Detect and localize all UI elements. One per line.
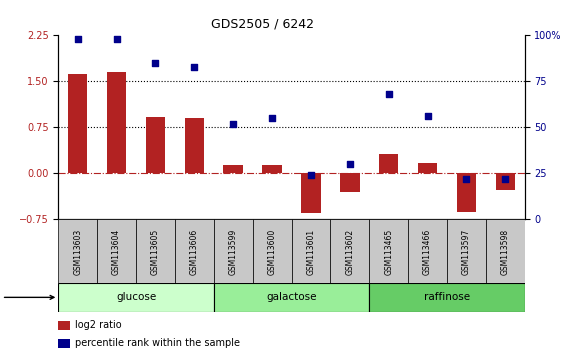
Bar <box>301 173 321 213</box>
Text: growth protocol: growth protocol <box>0 292 54 302</box>
Bar <box>418 163 437 173</box>
Text: GSM113597: GSM113597 <box>462 229 471 275</box>
Point <box>501 176 510 182</box>
Text: GSM113603: GSM113603 <box>73 229 82 275</box>
Text: GSM113602: GSM113602 <box>345 229 354 275</box>
Point <box>229 121 238 127</box>
Bar <box>369 219 408 283</box>
Bar <box>185 118 204 173</box>
Bar <box>68 74 87 173</box>
Point <box>345 161 354 167</box>
Bar <box>107 72 127 173</box>
Bar <box>58 283 214 312</box>
Text: GSM113606: GSM113606 <box>190 229 199 275</box>
Text: GDS2505 / 6242: GDS2505 / 6242 <box>211 18 314 31</box>
Bar <box>496 173 515 190</box>
Bar <box>369 283 525 312</box>
Point <box>268 115 277 121</box>
Text: GSM113604: GSM113604 <box>112 229 121 275</box>
Point <box>384 91 394 97</box>
Bar <box>331 219 369 283</box>
Text: GSM113601: GSM113601 <box>307 229 315 275</box>
Bar <box>97 219 136 283</box>
Point <box>112 36 121 42</box>
Point <box>423 114 432 119</box>
Text: GSM113465: GSM113465 <box>384 229 393 275</box>
Bar <box>146 117 165 173</box>
Bar <box>486 219 525 283</box>
Text: GSM113599: GSM113599 <box>229 229 238 275</box>
Bar <box>340 173 360 192</box>
Bar <box>58 219 97 283</box>
Text: raffinose: raffinose <box>424 292 470 302</box>
Bar <box>447 219 486 283</box>
Point <box>462 176 471 182</box>
Text: GSM113466: GSM113466 <box>423 229 432 275</box>
Text: GSM113605: GSM113605 <box>151 229 160 275</box>
Text: log2 ratio: log2 ratio <box>75 320 121 330</box>
Text: percentile rank within the sample: percentile rank within the sample <box>75 338 240 348</box>
Text: galactose: galactose <box>266 292 317 302</box>
Point <box>306 172 315 178</box>
Text: GSM113598: GSM113598 <box>501 229 510 275</box>
Bar <box>379 154 398 173</box>
Text: GSM113600: GSM113600 <box>268 229 276 275</box>
Text: glucose: glucose <box>116 292 156 302</box>
Bar <box>408 219 447 283</box>
Bar <box>252 219 292 283</box>
Bar <box>136 219 175 283</box>
Point <box>151 60 160 66</box>
Bar <box>175 219 214 283</box>
Point <box>73 36 82 42</box>
Bar <box>214 283 369 312</box>
Bar <box>214 219 252 283</box>
Bar <box>58 321 70 330</box>
Point <box>189 64 199 69</box>
Bar <box>58 339 70 348</box>
Bar <box>292 219 331 283</box>
Bar <box>223 165 243 173</box>
Bar <box>262 165 282 173</box>
Bar <box>456 173 476 211</box>
